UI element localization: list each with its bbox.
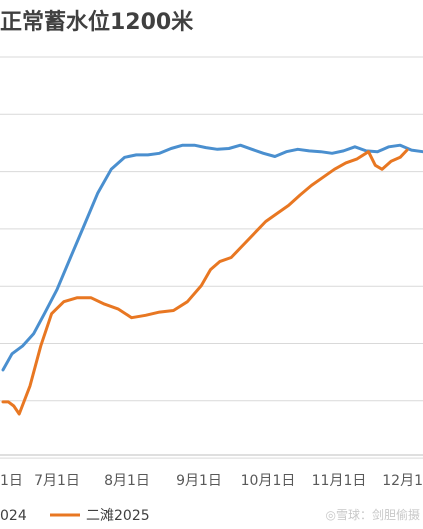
gridlines: [0, 56, 423, 459]
x-tick-label: 12月1: [382, 473, 423, 489]
x-tick-label: 11月1日: [312, 473, 367, 489]
x-tick-label: 8月1日: [104, 473, 150, 489]
legend-label-1: 024: [0, 508, 27, 524]
legend: 024 二滩2025: [0, 508, 150, 524]
series-line-2: [1, 148, 409, 416]
x-tick-label: 9月1日: [176, 473, 222, 489]
x-tick-labels: 1日 7月1日 8月1日 9月1日 10月1日 11月1日 12月1: [0, 473, 423, 489]
legend-label-2: 二滩2025: [86, 508, 150, 524]
watermark-text: ◎雪球：剑胆偷摄: [326, 507, 420, 522]
series-lines: [1, 143, 423, 416]
x-tick-label: 7月1日: [34, 473, 80, 489]
chart-title: 正常蓄水位1200米: [0, 10, 194, 35]
x-tick-label: 10月1日: [241, 473, 296, 489]
x-tick-label: 1日: [0, 473, 23, 489]
series-line-1: [1, 143, 423, 372]
